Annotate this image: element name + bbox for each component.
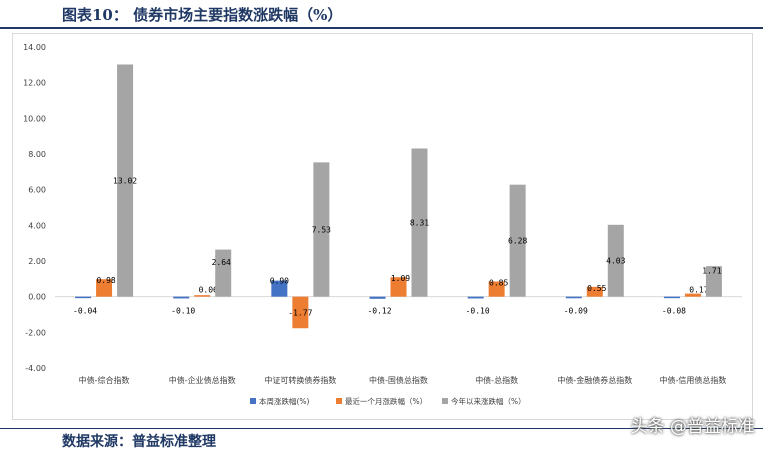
data-label: 6.28: [508, 237, 527, 246]
y-tick-label: 8.00: [28, 150, 46, 159]
y-tick-label: 14.00: [23, 43, 46, 52]
bar-3: [705, 266, 722, 297]
data-label: 0.85: [489, 279, 508, 288]
data-source-note: 数据来源：普益标准整理: [62, 434, 216, 450]
bar-2: [96, 279, 113, 297]
data-label: -0.10: [466, 307, 490, 316]
y-tick-label: -2.00: [25, 328, 46, 337]
bar-1: [467, 296, 484, 299]
x-category-label: 中债-金融债券总指数: [557, 375, 632, 385]
source-divider: [0, 428, 763, 429]
bar-1: [663, 296, 680, 299]
data-label: 0.90: [270, 277, 289, 286]
bar-3: [313, 162, 330, 297]
bar-2: [292, 296, 309, 329]
watermark: 头条 @普益标准: [630, 417, 755, 437]
data-label: 0.55: [587, 284, 606, 293]
bar-1: [75, 296, 92, 299]
data-label: 13.02: [113, 177, 137, 186]
y-tick-label: -4.00: [25, 364, 46, 373]
bar-2: [684, 293, 701, 297]
bar-3: [509, 184, 526, 297]
y-tick-label: 10.00: [23, 114, 46, 123]
x-category-label: 中债-国债总指数: [369, 375, 428, 385]
bar-2: [390, 277, 407, 297]
x-category-label: 中债-信用债总指数: [659, 375, 726, 385]
data-label: 0.06: [199, 286, 218, 295]
title-divider: [0, 27, 763, 29]
data-label: -0.10: [171, 307, 195, 316]
bar-3: [117, 64, 134, 297]
legend-swatch: [442, 398, 448, 404]
data-label: -0.08: [662, 307, 686, 316]
bar-2: [194, 295, 211, 297]
bar-3: [607, 224, 624, 297]
data-label: 0.17: [689, 286, 708, 295]
legend-swatch: [336, 398, 342, 404]
x-category-label: 中债-企业债总指数: [169, 375, 236, 385]
bar-3: [215, 249, 232, 297]
data-label: -1.77: [288, 308, 312, 317]
bar-1: [369, 296, 386, 299]
y-tick-label: 6.00: [28, 186, 46, 195]
legend-label: 今年以来涨跌幅（%）: [451, 396, 526, 406]
data-label: 0.98: [96, 276, 115, 285]
x-category-label: 中债-综合指数: [79, 375, 130, 385]
data-label: 8.31: [410, 219, 429, 228]
y-tick-label: 2.00: [28, 257, 46, 266]
bar-2: [586, 286, 603, 297]
bar-1: [565, 296, 582, 299]
y-tick-label: 0.00: [28, 293, 46, 302]
bar-2: [488, 281, 505, 297]
x-category-label: 中证可转换债券指数: [264, 375, 336, 385]
data-label: 1.71: [702, 266, 721, 275]
data-label: -0.09: [564, 307, 588, 316]
bar-1: [173, 296, 190, 299]
bar-1: [271, 280, 288, 297]
data-label: 1.09: [391, 274, 410, 283]
y-tick-label: 4.00: [28, 221, 46, 230]
bar-3: [411, 148, 428, 297]
chart-title: 图表10： 债券市场主要指数涨跌幅（%）: [62, 6, 343, 24]
data-label: 2.64: [212, 258, 231, 267]
legend-swatch: [250, 398, 256, 404]
legend-label: 本周涨跌幅(%): [259, 396, 310, 406]
legend-label: 最近一个月涨跌幅（%）: [345, 396, 427, 406]
data-label: 4.03: [606, 257, 625, 266]
chart-frame: [12, 33, 753, 420]
data-label: -0.12: [367, 307, 391, 316]
x-category-label: 中债-总指数: [475, 375, 518, 385]
y-tick-label: 12.00: [23, 79, 46, 88]
data-label: -0.04: [73, 307, 97, 316]
data-label: 7.53: [312, 226, 331, 235]
